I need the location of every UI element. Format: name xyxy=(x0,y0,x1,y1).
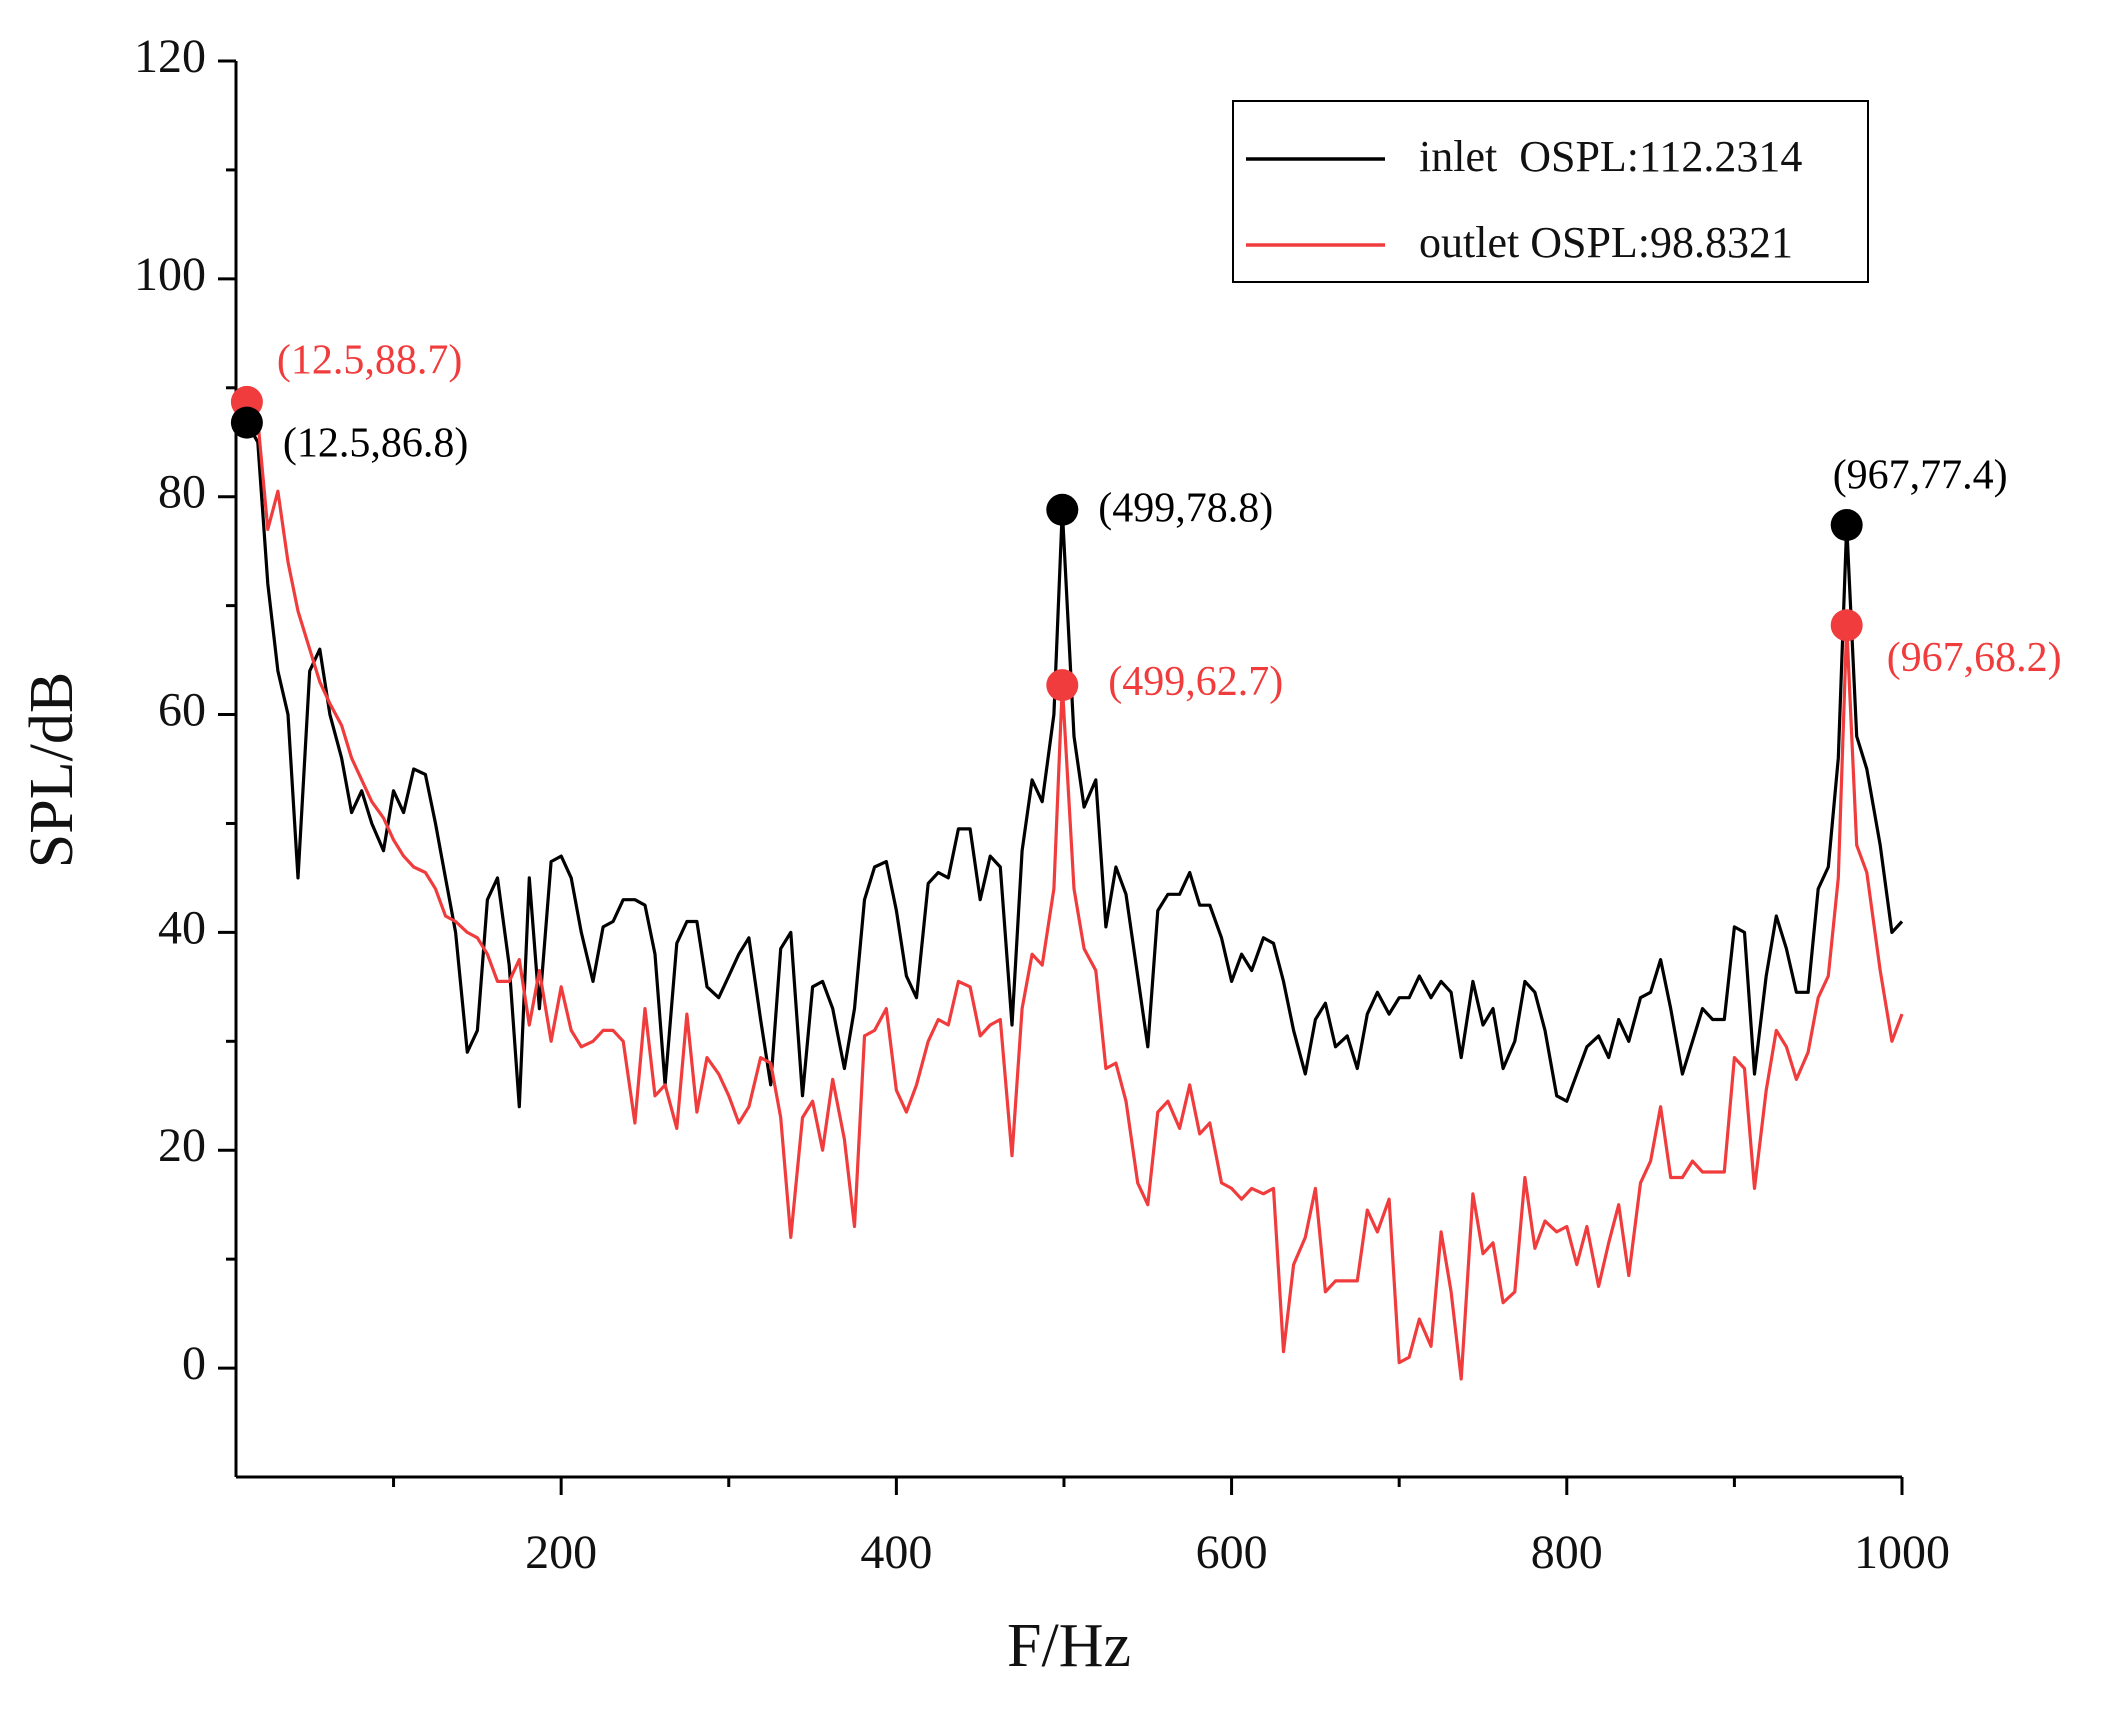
y-axis-label: SPL/dB xyxy=(18,672,86,868)
y-tick-label: 20 xyxy=(158,1119,206,1172)
annotation-label: (499,78.8) xyxy=(1098,485,1273,531)
annotation-label: (12.5,88.7) xyxy=(277,338,462,384)
x-tick-label: 200 xyxy=(525,1526,597,1579)
legend-box xyxy=(1232,100,1869,283)
legend-label: inlet OSPL:112.2314 xyxy=(1419,132,1802,181)
y-tick-label: 0 xyxy=(182,1337,206,1390)
x-tick-label: 1000 xyxy=(1854,1526,1950,1579)
annotation-point xyxy=(1046,669,1079,702)
x-axis-label: F/Hz xyxy=(1007,1612,1131,1680)
annotation-label: (499,62.7) xyxy=(1108,659,1283,705)
series-line xyxy=(245,401,1904,1381)
annotation-point xyxy=(230,406,263,439)
y-tick-label: 80 xyxy=(158,466,206,519)
annotation-point xyxy=(1830,509,1863,542)
x-tick-label: 600 xyxy=(1196,1526,1268,1579)
y-tick-label: 100 xyxy=(134,248,206,301)
y-tick-label: 60 xyxy=(158,684,206,737)
legend-label: outlet OSPL:98.8321 xyxy=(1419,218,1793,267)
annotation-point xyxy=(1830,609,1863,642)
y-tick-label: 40 xyxy=(158,901,206,954)
x-tick-label: 400 xyxy=(860,1526,932,1579)
annotation-label: (12.5,86.8) xyxy=(283,420,468,466)
series-line xyxy=(245,421,1904,1109)
annotation-label: (967,77.4) xyxy=(1833,453,2008,499)
y-tick-label: 120 xyxy=(134,30,206,83)
x-tick-label: 800 xyxy=(1531,1526,1603,1579)
annotation-point xyxy=(1046,493,1079,526)
annotation-label: (967,68.2) xyxy=(1887,635,2062,681)
